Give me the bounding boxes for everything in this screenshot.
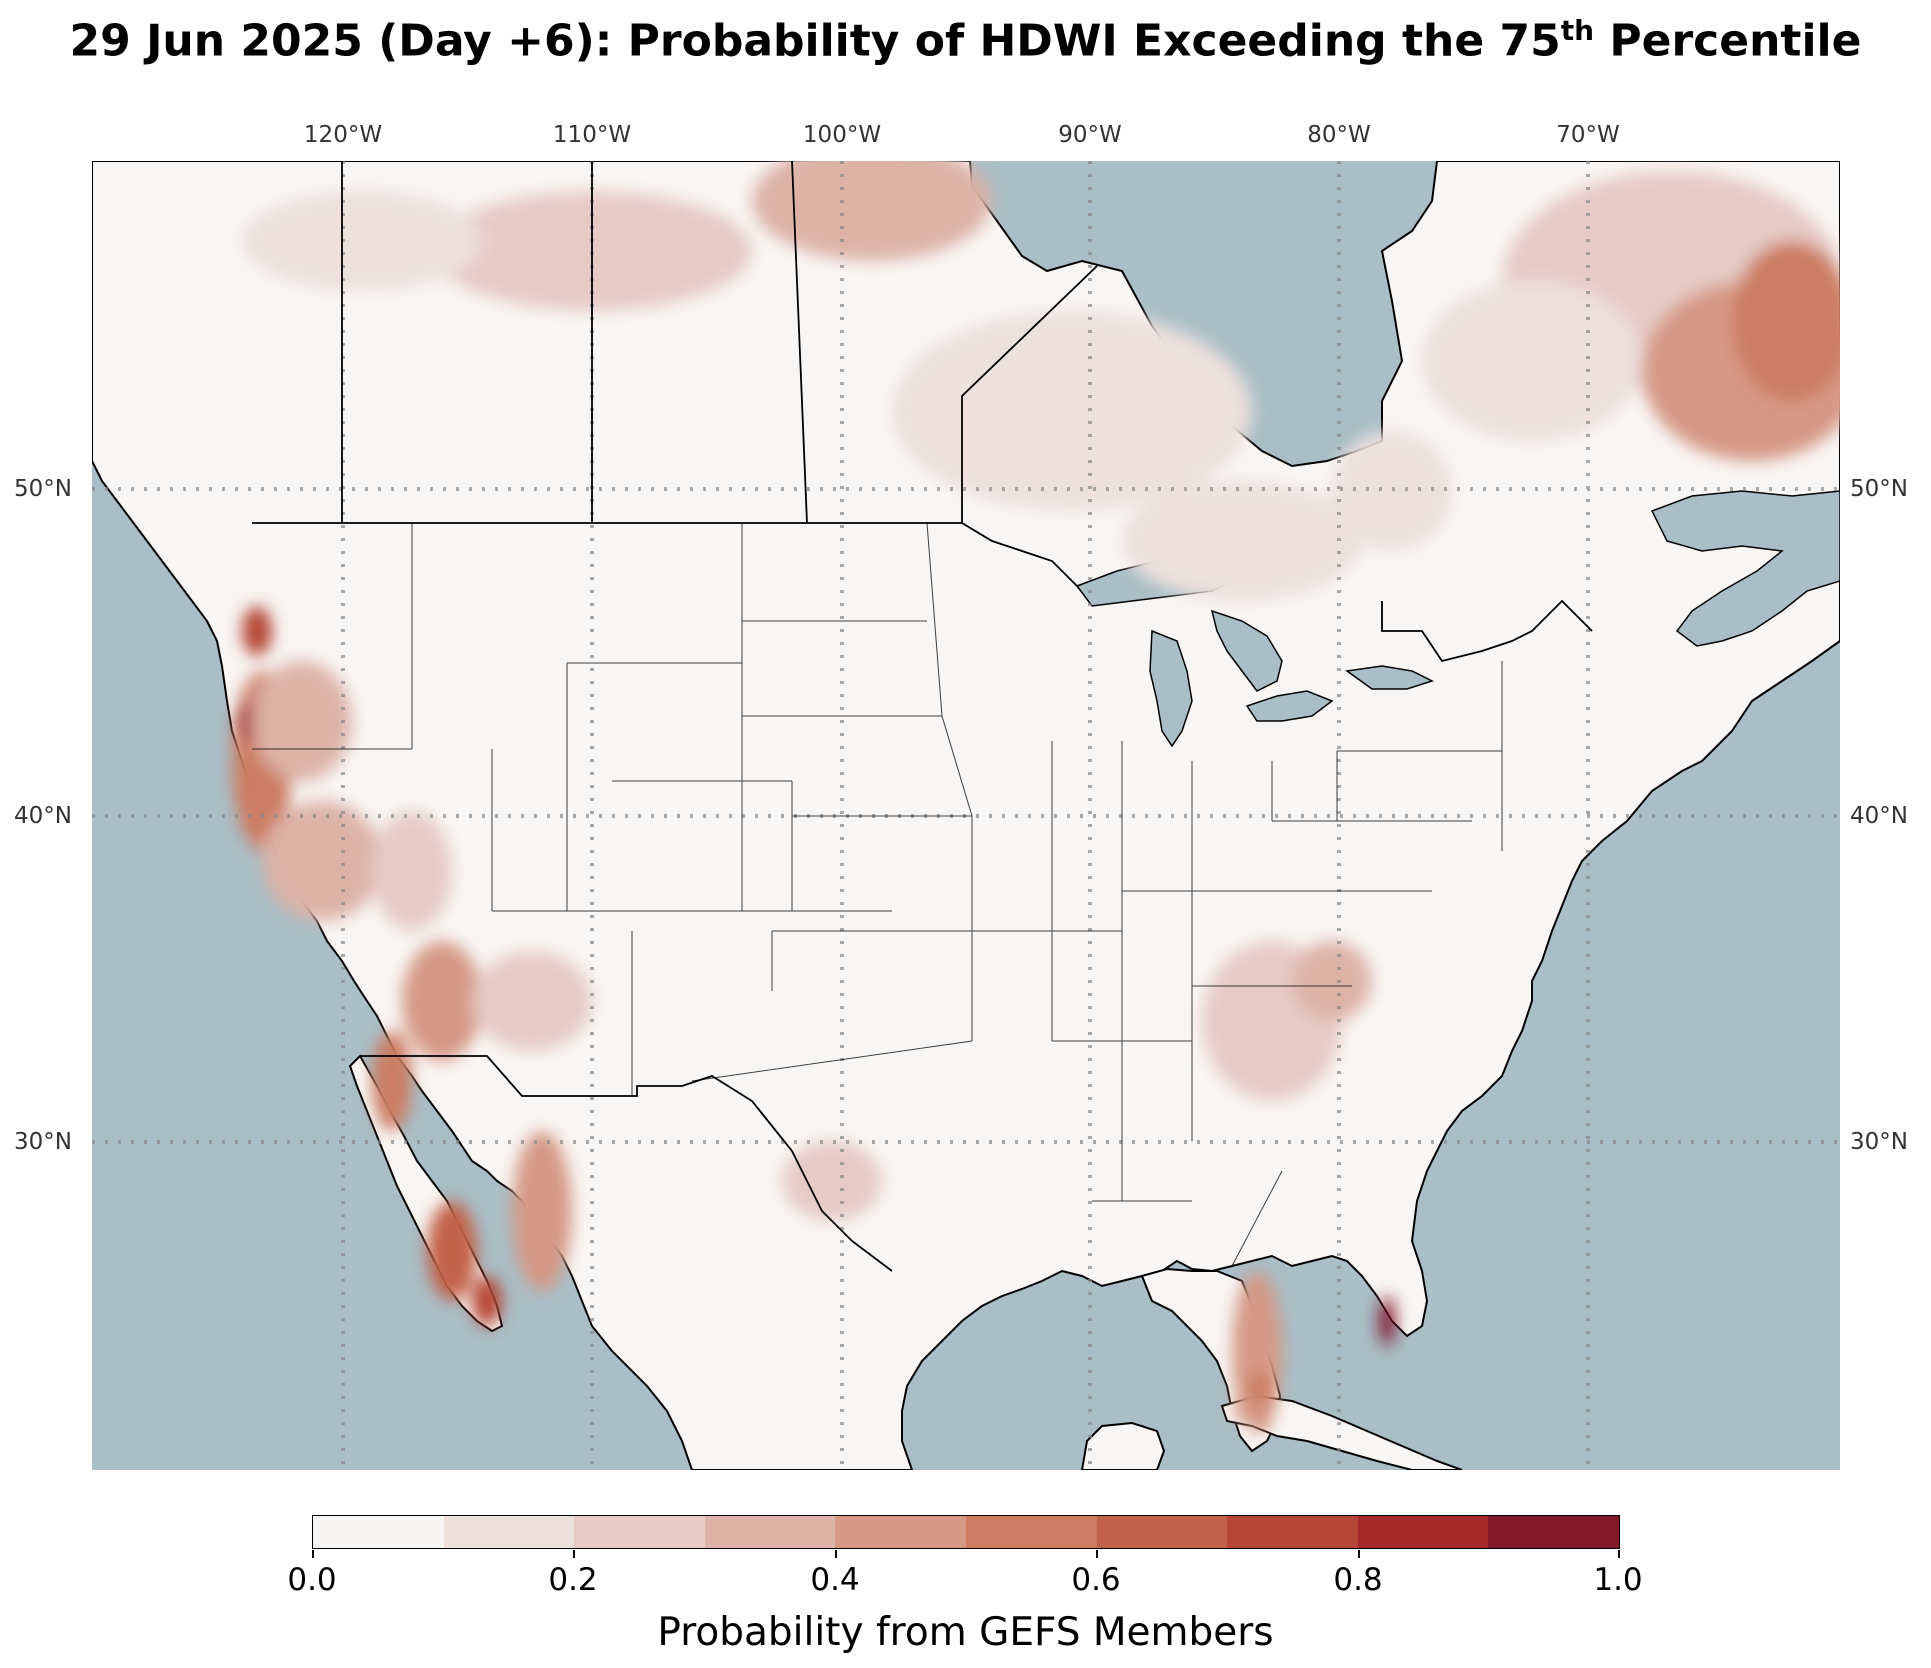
state-borders [252,522,1503,1267]
colorbar-tick-1 [573,1550,575,1558]
colorbar [312,1515,1620,1549]
lon-label-120w: 120°W [303,122,383,148]
lat-label-right-50n: 50°N [1850,476,1908,502]
lon-label-110w: 110°W [552,122,632,148]
title-superscript: th [1560,14,1595,47]
colorbar-tick-0 [312,1550,314,1558]
colorbar-swatch-9 [1488,1516,1619,1548]
colorbar-swatch-5 [965,1516,1097,1548]
colorbar-label-0: 0.0 [287,1562,337,1598]
land-cuba [1220,1394,1463,1470]
colorbar-tick-2 [835,1550,837,1558]
lon-label-80w: 80°W [1307,122,1371,148]
colorbar-strip [312,1515,1620,1549]
lat-label-left-30n: 30°N [14,1129,72,1155]
colorbar-swatch-4 [835,1516,966,1548]
colorbar-swatch-3 [704,1516,836,1548]
colorbar-label-2: 0.4 [810,1562,860,1598]
colorbar-title: Probability from GEFS Members [657,1610,1274,1655]
title-main: 29 Jun 2025 (Day +6): Probability of HDW… [69,15,1561,67]
figure-title: 29 Jun 2025 (Day +6): Probability of HDW… [0,14,1931,67]
lat-label-right-40n: 40°N [1850,803,1908,829]
colorbar-label-5: 1.0 [1593,1562,1643,1598]
title-tail: Percentile [1594,15,1862,67]
colorbar-label-4: 0.8 [1333,1562,1383,1598]
colorbar-tick-3 [1096,1550,1098,1558]
colorbar-label-3: 0.6 [1071,1562,1121,1598]
political-borders [252,161,1593,1272]
probability-shading [232,161,1840,1431]
lon-label-70w: 70°W [1556,122,1620,148]
colorbar-tick-4 [1358,1550,1360,1558]
colorbar-swatch-0 [313,1516,444,1548]
lon-label-90w: 90°W [1058,122,1122,148]
colorbar-swatch-7 [1227,1516,1358,1548]
colorbar-label-1: 0.2 [548,1562,598,1598]
lat-label-right-30n: 30°N [1850,1129,1908,1155]
colorbar-swatch-2 [574,1516,705,1548]
gridlines [92,161,1840,1470]
colorbar-swatch-6 [1096,1516,1228,1548]
colorbar-swatch-1 [443,1516,575,1548]
colorbar-swatch-8 [1357,1516,1489,1548]
gulf-st-lawrence [1650,490,1840,647]
map-svg [92,161,1840,1470]
land-yucatan [1080,1421,1166,1470]
lat-label-left-50n: 50°N [14,476,72,502]
lon-label-100w: 100°W [802,122,882,148]
lat-label-left-40n: 40°N [14,803,72,829]
colorbar-tick-5 [1618,1550,1620,1558]
map-panel [92,161,1840,1470]
